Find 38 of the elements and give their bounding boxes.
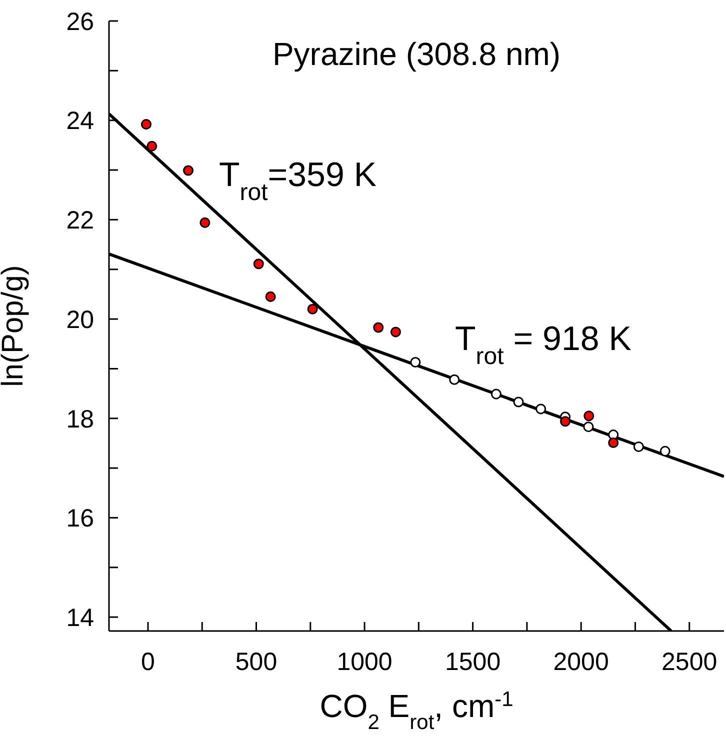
point: [410, 357, 421, 368]
x-tick-label: 2000: [553, 648, 609, 676]
annotation: T$_{rot}$ = 918 K: [455, 320, 632, 370]
y-tick-label: 22: [66, 206, 94, 235]
point: [660, 446, 670, 456]
x-axis-title: CO$_{2}$ E$_{rot}$, cm$^{-1}$: [320, 688, 514, 734]
point: [584, 410, 594, 422]
point: [560, 416, 571, 427]
x-tick-label: 1500: [444, 648, 501, 676]
point: [140, 119, 152, 130]
point: [583, 422, 594, 432]
point: [513, 396, 524, 408]
point: [182, 165, 194, 176]
point: [608, 437, 619, 448]
x-tick-label: 1000: [336, 648, 392, 676]
y-tick-label: 16: [66, 504, 94, 533]
y-tick-label: 26: [66, 8, 94, 36]
point: [633, 441, 644, 452]
y-tick-label: 18: [66, 405, 94, 434]
point: [146, 140, 158, 152]
y-tick-label: 20: [66, 306, 94, 334]
point: [307, 304, 318, 314]
point: [449, 374, 460, 385]
x-tick-label: 500: [235, 648, 278, 676]
text: Pyrazine (308.8 nm): [271, 36, 562, 73]
point: [265, 291, 276, 302]
x-tick-label: 2500: [662, 648, 718, 676]
annotation: T$_{rot}$=359 K: [219, 156, 377, 206]
point: [373, 322, 384, 333]
point: [536, 404, 546, 414]
x-tick-label: 0: [141, 648, 155, 676]
y-axis-title: ln(Pop/g): [0, 265, 30, 387]
y-tick-label: 14: [66, 604, 94, 632]
point: [490, 388, 502, 400]
y-tick-label: 24: [66, 107, 94, 136]
point: [390, 326, 401, 338]
point: [253, 258, 264, 270]
point: [200, 217, 210, 228]
